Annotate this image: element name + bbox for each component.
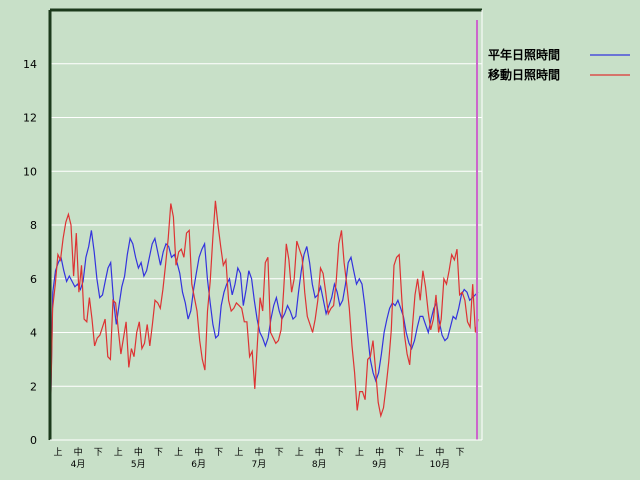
x-month-label: 5月 xyxy=(131,459,146,470)
x-month-label: 6月 xyxy=(191,459,206,470)
x-dekad-label: 上 xyxy=(234,447,243,458)
x-dekad-label: 上 xyxy=(114,447,123,458)
gridlines xyxy=(50,63,482,387)
x-axis-tick-labels: 上中下上中下上中下上中下上中下上中下上中下4月 5月 6月 7月 8月 9月 10月 xyxy=(53,446,464,470)
y-tick-label: 14 xyxy=(23,58,37,71)
x-dekad-label: 中 xyxy=(254,446,263,458)
x-dekad-label: 中 xyxy=(375,446,384,458)
y-tick-label: 0 xyxy=(30,434,37,447)
x-dekad-label: 下 xyxy=(154,448,163,458)
x-month-label: 9月 xyxy=(372,459,387,470)
x-dekad-label: 上 xyxy=(355,447,364,458)
y-tick-label: 4 xyxy=(30,327,37,340)
x-month-label: 10月 xyxy=(430,459,450,470)
x-dekad-label: 上 xyxy=(53,447,62,458)
x-dekad-label: 下 xyxy=(94,448,103,458)
x-month-label: 7月 xyxy=(252,459,267,470)
x-dekad-label: 上 xyxy=(415,447,424,458)
y-axis-tick-labels: 0 2 4 6 8 10 12 14 xyxy=(23,58,37,447)
x-dekad-label: 中 xyxy=(194,446,203,458)
legend-label-moving: 移動日照時間 xyxy=(488,67,560,82)
x-dekad-label: 中 xyxy=(315,446,324,458)
y-tick-label: 8 xyxy=(30,219,37,232)
x-dekad-label: 下 xyxy=(335,448,344,458)
legend-label-normal: 平年日照時間 xyxy=(488,47,560,62)
x-dekad-label: 中 xyxy=(134,446,143,458)
x-dekad-label: 中 xyxy=(74,446,83,458)
series-line-1 xyxy=(49,200,479,441)
series-line-0 xyxy=(49,230,479,441)
x-dekad-label: 上 xyxy=(295,447,304,458)
legend: 平年日照時間 移動日照時間 xyxy=(488,47,630,82)
legend-item-normal: 平年日照時間 xyxy=(488,47,630,62)
x-month-label: 4月 xyxy=(71,459,86,470)
x-dekad-label: 中 xyxy=(435,446,444,458)
x-dekad-label: 下 xyxy=(214,448,223,458)
legend-item-moving: 移動日照時間 xyxy=(488,67,630,82)
y-tick-label: 12 xyxy=(23,112,37,125)
x-dekad-label: 下 xyxy=(275,448,284,458)
y-tick-label: 6 xyxy=(30,273,37,286)
y-tick-label: 2 xyxy=(30,380,37,393)
series-lines xyxy=(49,200,479,441)
x-dekad-label: 上 xyxy=(174,447,183,458)
y-tick-label: 10 xyxy=(23,165,37,178)
x-dekad-label: 下 xyxy=(395,448,404,458)
x-dekad-label: 下 xyxy=(455,448,464,458)
x-month-label: 8月 xyxy=(312,459,327,470)
